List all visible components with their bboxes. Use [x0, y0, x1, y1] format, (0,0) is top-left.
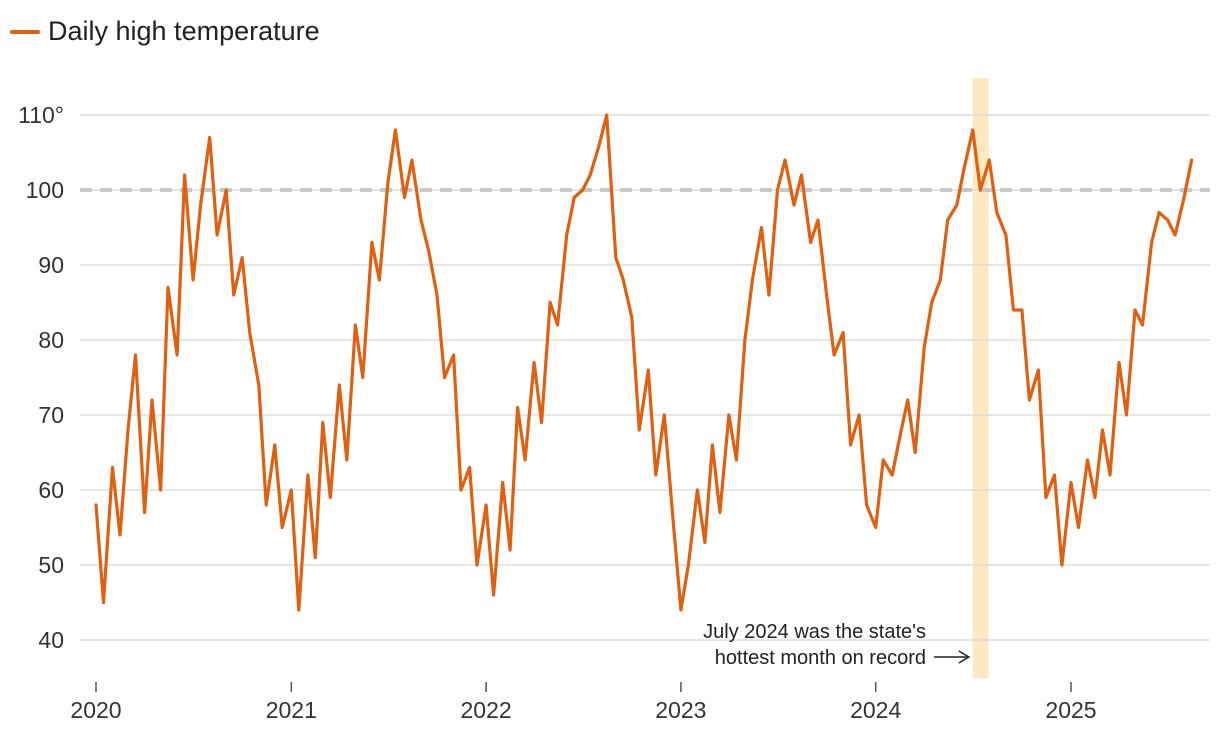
y-tick-label: 110° [18, 102, 64, 128]
grid-layer [80, 114, 1210, 641]
x-tick-label: 2021 [266, 697, 317, 723]
y-tick-label: 50 [38, 552, 64, 578]
annotation-layer: July 2024 was the state's hottest month o… [703, 621, 971, 669]
annotation-arrow-head [958, 650, 971, 664]
highlight-layer [972, 78, 989, 678]
y-tick-label: 100 [26, 177, 64, 203]
annotation-line-1: July 2024 was the state's [703, 621, 926, 643]
y-tick-label: 80 [38, 327, 64, 353]
y-tick-label: 90 [38, 252, 64, 278]
series-layer [94, 113, 1194, 612]
y-tick-label: 70 [38, 402, 64, 428]
y-tick-label: 40 [38, 627, 64, 653]
annotation-line-2: hottest month on record [715, 647, 926, 669]
legend: Daily high temperature [10, 16, 320, 47]
legend-label: Daily high temperature [48, 16, 320, 46]
legend-swatch [10, 29, 40, 34]
y-tick-label: 60 [38, 477, 64, 503]
highlight-band [972, 78, 989, 678]
x-axis: 2020 2021 2022 2023 2024 2025 [70, 682, 1097, 723]
x-tick-label: 2022 [461, 697, 512, 723]
x-tick-label: 2025 [1045, 697, 1096, 723]
x-tick-label: 2024 [850, 697, 901, 723]
x-tick-label: 2020 [70, 697, 121, 723]
series-line-daily-high [94, 113, 1194, 612]
y-axis: 40 50 60 70 80 90 100 110° [18, 102, 64, 653]
x-tick-label: 2023 [655, 697, 706, 723]
